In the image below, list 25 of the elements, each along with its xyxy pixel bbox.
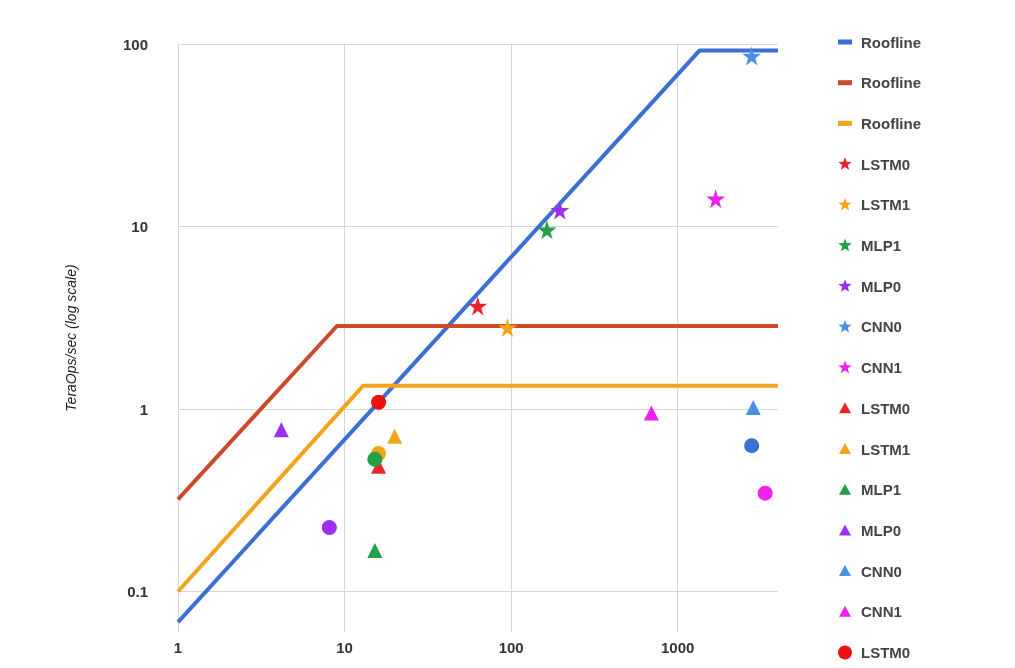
x-tick-label: 100 bbox=[498, 639, 524, 656]
legend-label: CNN1 bbox=[861, 359, 902, 377]
legend-label: Roofline bbox=[861, 114, 921, 132]
legend-label: MLP1 bbox=[861, 237, 902, 254]
legend-label: LSTM0 bbox=[861, 399, 911, 417]
legend-label: MLP1 bbox=[861, 481, 902, 499]
legend-label: Roofline bbox=[861, 74, 921, 92]
legend-label: LSTM0 bbox=[861, 155, 911, 173]
legend-label: CNN1 bbox=[861, 603, 902, 621]
y-axis-title: TeraOps/sec (log scale) bbox=[63, 264, 79, 412]
y-tick-label: 0.1 bbox=[127, 583, 148, 601]
legend-label: MLP0 bbox=[861, 277, 902, 295]
x-tick-label: 1 bbox=[173, 639, 183, 656]
legend-label: LSTM1 bbox=[861, 196, 911, 214]
y-tick-label: 1 bbox=[139, 400, 148, 418]
legend-label: MLP0 bbox=[861, 521, 902, 539]
y-tick-label: 100 bbox=[122, 35, 148, 53]
legend-label: Roofline bbox=[861, 33, 921, 51]
legend-label: LSTM1 bbox=[861, 440, 911, 458]
legend-label: LSTM0 bbox=[861, 644, 911, 661]
legend-label: CNN0 bbox=[861, 562, 902, 580]
legend-label: CNN0 bbox=[861, 318, 902, 336]
x-tick-label: 10 bbox=[336, 639, 353, 656]
y-tick-label: 10 bbox=[131, 218, 148, 235]
x-tick-label: 1000 bbox=[661, 639, 695, 656]
